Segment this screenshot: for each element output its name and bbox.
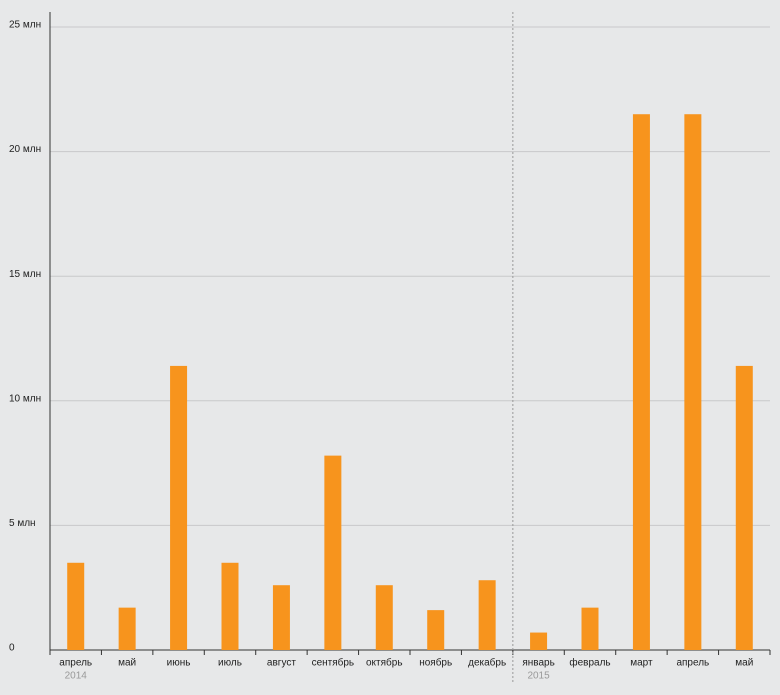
y-tick-label: 5 млн	[9, 518, 36, 529]
x-tick-label: август	[267, 658, 296, 669]
bar	[581, 607, 599, 650]
x-tick-label: апрель	[676, 658, 709, 669]
bar	[632, 114, 650, 651]
x-tick-label: декабрь	[468, 657, 506, 669]
bar	[324, 455, 342, 650]
x-tick-label: март	[630, 658, 653, 669]
bar	[530, 632, 548, 650]
x-tick-label: январь	[522, 658, 554, 669]
x-tick-label: май	[118, 658, 136, 669]
y-tick-label: 15 млн	[9, 269, 41, 280]
bar	[272, 585, 290, 650]
x-tick-label: июль	[218, 658, 242, 669]
x-tick-label: май	[735, 658, 753, 669]
bar	[427, 610, 445, 650]
y-tick-label: 0	[9, 643, 15, 654]
year-label: 2014	[65, 671, 88, 682]
y-tick-label: 20 млн	[9, 144, 41, 155]
x-tick-label: октябрь	[366, 657, 403, 669]
x-tick-label: июнь	[167, 658, 191, 669]
x-tick-label: апрель	[59, 658, 92, 669]
year-label: 2015	[527, 671, 550, 682]
bar	[478, 580, 496, 650]
bar	[375, 585, 393, 650]
x-tick-label: февраль	[569, 657, 610, 669]
x-tick-label: ноябрь	[419, 657, 452, 669]
bar	[221, 562, 239, 650]
bar	[170, 365, 188, 650]
bar	[67, 562, 85, 650]
y-tick-label: 25 млн	[9, 20, 41, 31]
x-tick-label: сентябрь	[312, 657, 355, 669]
bar	[735, 365, 753, 650]
y-tick-label: 10 млн	[9, 393, 41, 404]
bar	[684, 114, 702, 651]
bar	[118, 607, 136, 650]
